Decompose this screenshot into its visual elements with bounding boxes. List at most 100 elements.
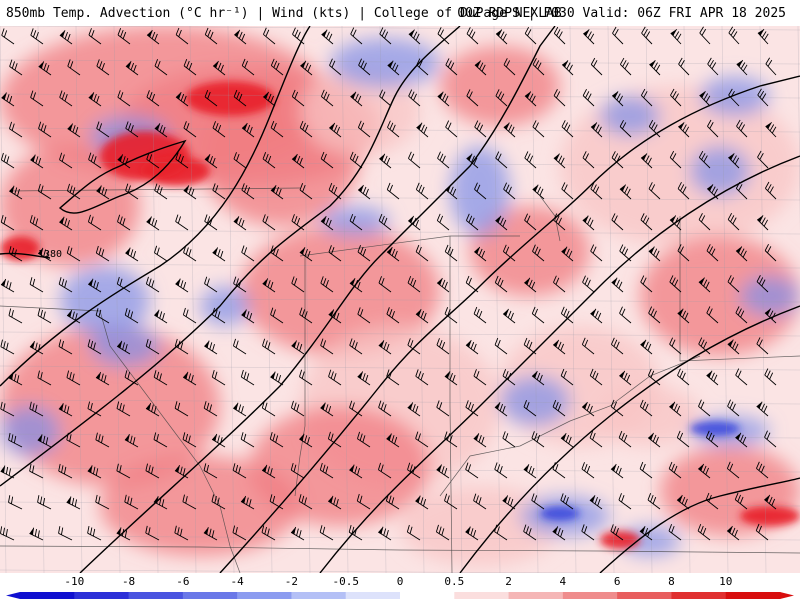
wind-barb [561,182,574,200]
warm-core [185,81,275,116]
wind-barb [203,527,218,541]
wind-barb [726,525,740,541]
wind-barb [757,28,769,45]
wind-barb [349,278,363,293]
wind-barb [706,370,719,386]
wind-barb [59,216,73,231]
warm-core [600,531,640,549]
wind-barb [756,215,769,231]
wind-barb [612,26,624,45]
wind-barb [386,307,400,324]
wind-barb [67,123,81,138]
wind-barb [329,122,342,138]
wind-barb [58,277,73,293]
wind-barb [183,185,197,200]
wind-barb [96,59,110,76]
wind-barb [639,526,653,541]
wind-barb [531,306,545,324]
wind-barb [647,493,661,510]
wind-barb [175,278,189,293]
wind-barb [290,526,305,541]
wind-barb [95,432,110,448]
wind-barb [203,463,218,479]
wind-barb [618,430,632,448]
wind-barb [465,526,479,541]
wind-barb [699,91,711,107]
wind-barb [647,368,661,386]
wind-barb [59,90,73,107]
cool-core [690,421,740,436]
wind-barb [290,400,305,417]
wind-barb [465,213,479,231]
wind-barb [262,151,276,169]
wind-barb [561,60,574,76]
wind-barb [590,308,603,324]
height-contour [459,305,800,573]
wind-barb [407,462,421,479]
colorbar-segment [400,592,455,599]
wind-barb [495,215,508,231]
wind-barb [581,524,595,541]
wind-barb [327,431,342,448]
wind-barb [0,339,15,355]
wind-barb [125,247,139,262]
wind-barb [87,401,102,417]
wind-barb [204,27,218,45]
wind-barb [299,369,313,386]
wind-barb [415,308,429,324]
wind-barb [444,244,458,262]
wind-barb [291,276,305,293]
wind-barb [641,26,653,45]
wind-barb [0,152,15,169]
wind-barb [386,433,400,448]
colorbar-tick-label: -4 [231,575,245,588]
wind-barb [378,213,392,231]
wind-barb [270,371,284,386]
wind-barb [407,402,421,417]
cool-blob [450,146,510,236]
wind-barb [415,182,429,200]
wind-barb [669,275,682,293]
wind-barb [611,337,624,355]
colorbar-segment [74,592,130,599]
wind-barb [523,400,537,417]
wind-barb [523,524,537,541]
wind-barb [445,184,458,200]
wind-barb [357,184,371,200]
height-contours [0,26,800,573]
product-title: 850mb Temp. Advection (°C hr⁻¹) | Wind (… [6,6,562,21]
colorbar-tick-label: -6 [176,575,189,588]
wind-barb [299,120,313,138]
wind-barb [37,247,52,262]
colorbar-tick-label: 0.5 [444,575,464,588]
wind-barb [669,215,682,231]
wind-barb [581,401,595,417]
wind-barb [174,401,189,417]
wind-barb [502,244,516,262]
wind-barb [29,277,44,293]
wind-barb [699,26,711,45]
wind-barb [320,402,334,417]
wind-barb [698,337,711,355]
wind-barb [590,57,603,76]
wind-barb [589,368,603,386]
wind-barb [386,182,400,200]
wind-barb [648,246,661,262]
wind-barb [183,121,197,138]
field-blob [100,456,300,556]
wind-barb [212,121,226,138]
wind-barb [502,495,516,510]
wind-barb [174,464,189,479]
wind-barb [270,185,284,200]
wind-barb [698,399,711,417]
state-border [299,235,520,257]
wind-barb [96,185,110,200]
wind-barb [349,464,363,479]
wind-barb [37,308,52,324]
wind-barb [262,278,276,293]
wind-barb [145,463,160,479]
wind-barb [116,340,131,355]
colorbar-tick-label: 6 [614,575,621,588]
state-border [679,216,800,362]
wind-barb [270,307,284,324]
